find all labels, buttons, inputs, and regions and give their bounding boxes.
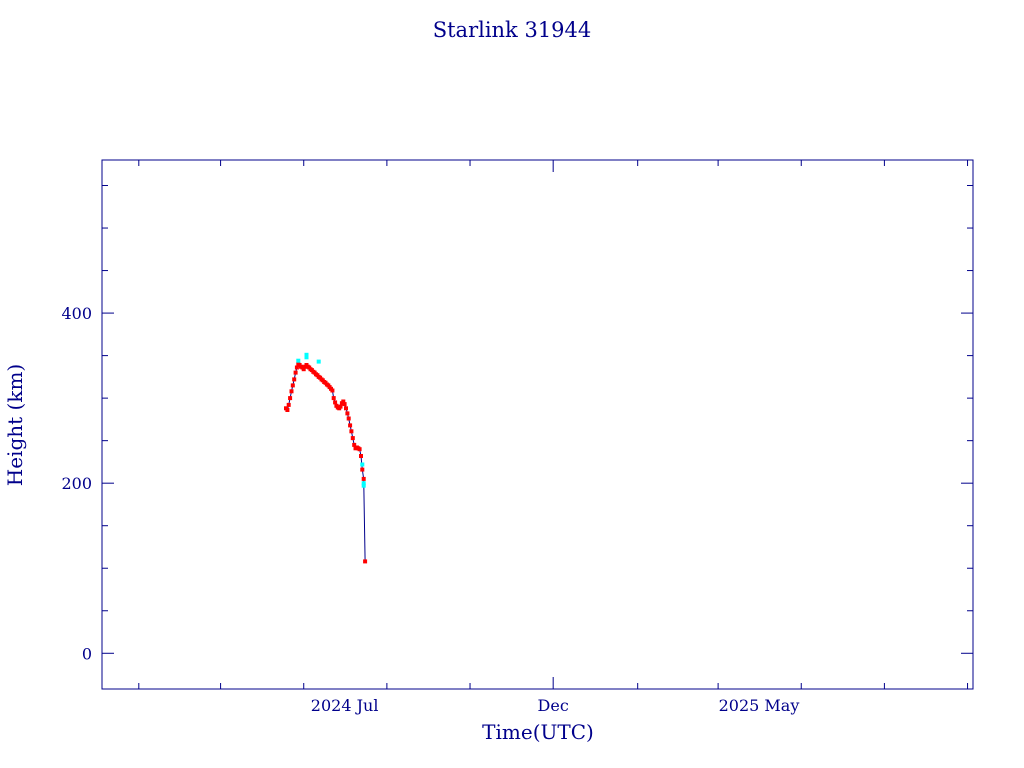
data-point [359, 454, 363, 458]
data-point [346, 416, 351, 421]
y-tick-label: 0 [82, 644, 92, 663]
y-axis-label: Height (km) [3, 364, 27, 486]
data-point [361, 483, 366, 488]
data-point [349, 429, 354, 434]
y-tick-labels: 0 200 400 [61, 304, 92, 663]
data-point [352, 442, 357, 447]
x-tick-label: 2025 May [719, 696, 800, 715]
y-tick-label: 200 [61, 474, 92, 493]
data-markers [284, 352, 368, 564]
data-point [290, 383, 295, 388]
data-point [345, 411, 350, 416]
data-point [350, 436, 355, 441]
data-point [338, 404, 343, 409]
data-point [341, 399, 346, 404]
x-axis-label: Time(UTC) [482, 720, 594, 744]
x-tick-label: 2024 Jul [311, 696, 379, 715]
axis-ticks [102, 160, 973, 689]
data-point [292, 377, 297, 382]
data-point [294, 365, 299, 370]
data-point [330, 388, 335, 393]
data-point [357, 447, 362, 452]
data-point [333, 400, 338, 405]
data-point [344, 406, 348, 411]
data-point [286, 402, 291, 407]
data-point [289, 389, 294, 394]
data-point [348, 423, 353, 428]
trajectory-line [285, 363, 366, 562]
data-point [363, 559, 368, 564]
data-point [331, 396, 336, 401]
data-point [296, 358, 301, 363]
data-point [285, 408, 290, 412]
data-point [304, 352, 309, 357]
data-point [301, 367, 306, 372]
plot-frame [101, 159, 974, 690]
x-tick-labels: 2024 Jul Dec 2025 May [311, 696, 800, 715]
data-point [361, 481, 366, 486]
data-point [360, 462, 365, 467]
y-tick-label: 400 [61, 304, 92, 323]
data-point [342, 402, 347, 407]
data-point [288, 396, 293, 401]
chart-title: Starlink 31944 [433, 18, 592, 42]
data-point [360, 467, 365, 472]
data-point [304, 355, 309, 360]
data-point [316, 359, 321, 364]
data-point [293, 370, 298, 375]
data-point [361, 476, 366, 481]
x-tick-label: Dec [538, 696, 569, 715]
